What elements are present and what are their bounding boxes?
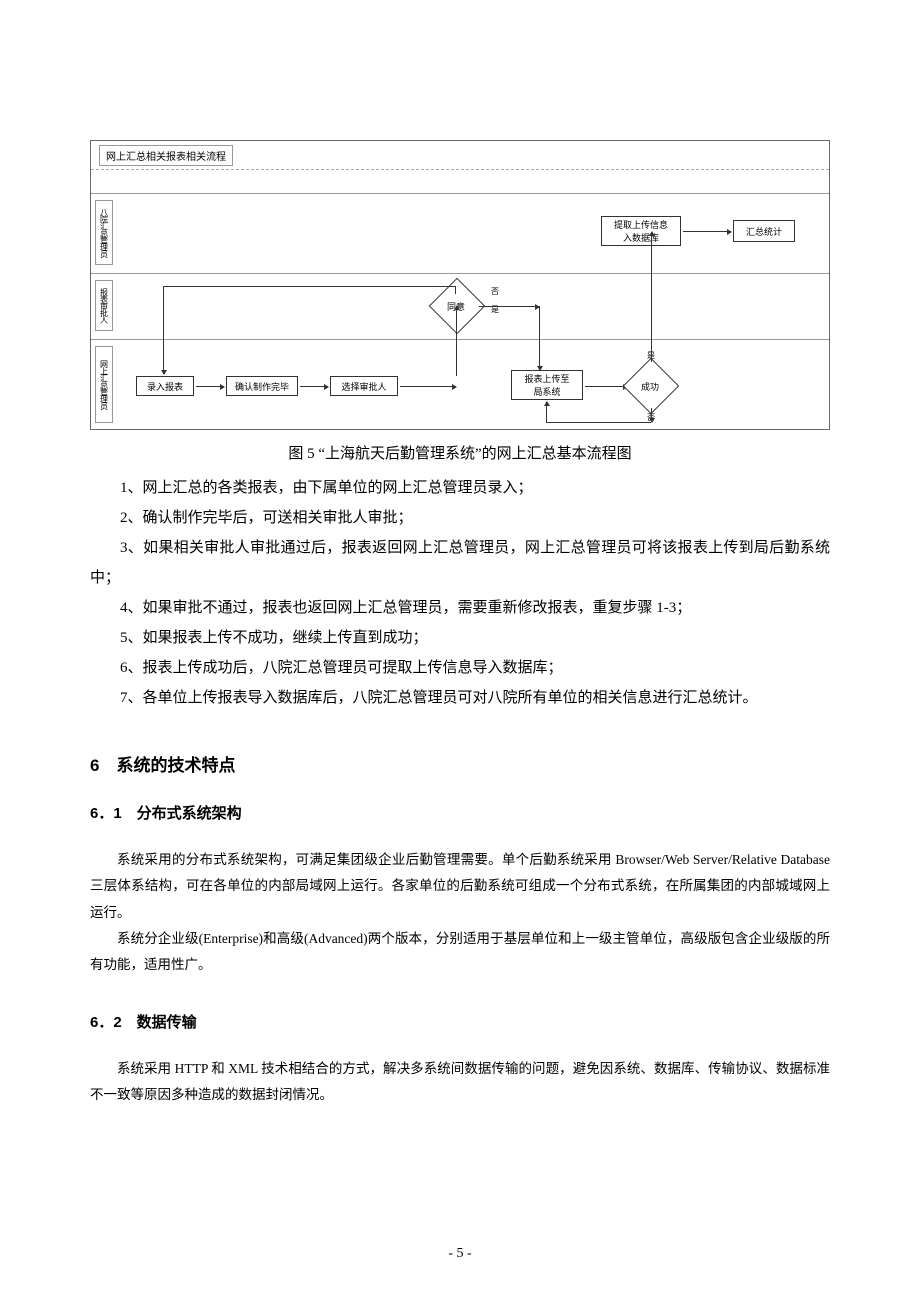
- arrow: [651, 408, 652, 422]
- lane-label-top: 八院汇总管理员: [95, 200, 113, 265]
- arrow: [546, 402, 547, 422]
- node-extract-upload: 提取上传信息 入数据库: [601, 216, 681, 246]
- arrow: [163, 286, 164, 374]
- node-select-approver: 选择审批人: [330, 376, 398, 396]
- lane-bot: 网上汇总管理员 录入报表 确认制作完毕 选择审批人 报表上传至 局系统 成功 是…: [91, 339, 829, 429]
- node-summary-stat: 汇总统计: [733, 220, 795, 242]
- heading-6-2: 6．2 数据传输: [90, 1011, 830, 1032]
- arrow: [585, 386, 627, 387]
- figure-caption: 图 5 “上海航天后勤管理系统”的网上汇总基本流程图: [90, 442, 830, 463]
- lane-label-mid: 报表审批人: [95, 280, 113, 331]
- flowchart-title: 网上汇总相关报表相关流程: [99, 145, 233, 166]
- list-item: 5、如果报表上传不成功，继续上传直到成功；: [90, 623, 830, 653]
- arrow: [456, 306, 457, 376]
- section-6-2-body: 系统采用 HTTP 和 XML 技术相结合的方式，解决多系统间数据传输的问题，避…: [90, 1056, 830, 1109]
- arrow: [479, 306, 539, 307]
- paragraph: 系统分企业级(Enterprise)和高级(Advanced)两个版本，分别适用…: [90, 926, 830, 979]
- arrow: [539, 306, 540, 370]
- list-item: 7、各单位上传报表导入数据库后，八院汇总管理员可对八院所有单位的相关信息进行汇总…: [90, 683, 830, 713]
- decision-success-label: 成功: [641, 380, 659, 393]
- node-upload: 报表上传至 局系统: [511, 370, 583, 400]
- edge-label-no: 否: [491, 286, 499, 297]
- section-6-1-body: 系统采用的分布式系统架构，可满足集团级企业后勤管理需要。单个后勤系统采用 Bro…: [90, 847, 830, 979]
- list-item: 1、网上汇总的各类报表，由下属单位的网上汇总管理员录入；: [90, 473, 830, 503]
- paragraph: 系统采用 HTTP 和 XML 技术相结合的方式，解决多系统间数据传输的问题，避…: [90, 1056, 830, 1109]
- arrow: [400, 386, 456, 387]
- arrow: [300, 386, 328, 387]
- list-item: 2、确认制作完毕后，可送相关审批人审批；: [90, 503, 830, 533]
- list-item: 4、如果审批不通过，报表也返回网上汇总管理员，需要重新修改报表，重复步骤 1-3…: [90, 593, 830, 623]
- lane-mid: 报表审批人 同意 否 是: [91, 273, 829, 337]
- heading-section-6: 6 系统的技术特点: [90, 751, 830, 776]
- paragraph: 系统采用的分布式系统架构，可满足集团级企业后勤管理需要。单个后勤系统采用 Bro…: [90, 847, 830, 926]
- heading-6-1: 6．1 分布式系统架构: [90, 802, 830, 823]
- lane-top: 八院汇总管理员 提取上传信息 入数据库 汇总统计: [91, 193, 829, 271]
- list-item: 3、如果相关审批人审批通过后，报表返回网上汇总管理员，网上汇总管理员可将该报表上…: [90, 533, 830, 593]
- node-confirm: 确认制作完毕: [226, 376, 298, 396]
- node-input-report: 录入报表: [136, 376, 194, 396]
- arrow: [683, 231, 731, 232]
- lane-label-bot: 网上汇总管理员: [95, 346, 113, 423]
- arrow: [651, 232, 652, 362]
- numbered-list: 1、网上汇总的各类报表，由下属单位的网上汇总管理员录入； 2、确认制作完毕后，可…: [90, 473, 830, 713]
- flowchart-figure: 网上汇总相关报表相关流程 八院汇总管理员 提取上传信息 入数据库 汇总统计 报表…: [90, 140, 830, 430]
- list-item: 6、报表上传成功后，八院汇总管理员可提取上传信息导入数据库；: [90, 653, 830, 683]
- page-number: - 5 -: [0, 1246, 920, 1262]
- arrow: [196, 386, 224, 387]
